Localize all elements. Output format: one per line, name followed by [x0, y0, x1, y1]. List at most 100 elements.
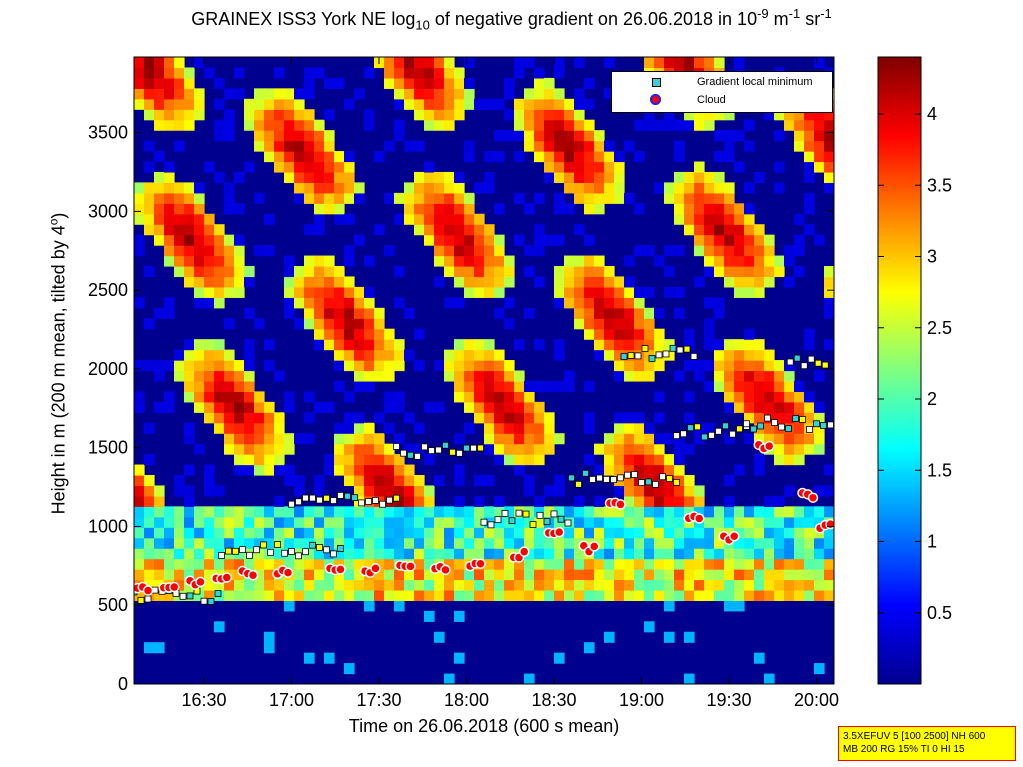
heatmap-cell	[824, 527, 834, 539]
heatmap-cell	[714, 558, 725, 570]
heatmap-cell	[584, 328, 595, 340]
heatmap-cell	[784, 589, 795, 601]
heatmap-cell	[334, 527, 345, 539]
heatmap-cell	[394, 67, 405, 79]
heatmap-cell	[784, 527, 795, 539]
heatmap-cell	[554, 286, 565, 298]
heatmap-cell	[604, 276, 615, 288]
heatmap-cell	[424, 171, 435, 183]
heatmap-cell	[424, 516, 435, 528]
heatmap-cell	[254, 412, 265, 424]
heatmap-cell	[584, 119, 595, 131]
heatmap-cell	[554, 579, 565, 591]
heatmap-cell	[224, 109, 235, 121]
heatmap-cell	[274, 422, 285, 434]
heatmap-cell	[654, 589, 665, 601]
gradient-minimum-marker	[807, 355, 815, 363]
heatmap-cell	[814, 401, 825, 413]
heatmap-cell	[144, 454, 155, 466]
heatmap-cell	[764, 495, 775, 507]
heatmap-cell	[504, 412, 515, 424]
heatmap-cell	[414, 506, 425, 518]
heatmap-cell	[364, 454, 375, 466]
heatmap-cell	[154, 88, 165, 100]
heatmap-cell	[274, 130, 285, 142]
heatmap-cell	[524, 245, 535, 257]
heatmap-cell	[214, 224, 225, 236]
gradient-minimum-marker	[617, 474, 624, 482]
heatmap-cell	[584, 589, 595, 601]
heatmap-cell	[194, 234, 205, 246]
heatmap-cell	[354, 286, 365, 298]
heatmap-cell	[284, 130, 295, 142]
heatmap-cell	[184, 213, 195, 225]
heatmap-cell	[314, 328, 325, 340]
heatmap-cell	[534, 589, 545, 601]
heatmap-cell	[764, 516, 775, 528]
heatmap-cell	[754, 234, 765, 246]
heatmap-cell	[654, 558, 665, 570]
heatmap-cell	[354, 182, 365, 194]
heatmap-cell	[414, 67, 425, 79]
heatmap-cell	[694, 276, 705, 288]
heatmap-cell	[614, 454, 625, 466]
heatmap-cell	[434, 475, 445, 487]
heatmap-cell	[524, 579, 535, 591]
heatmap-cell	[284, 88, 295, 100]
gradient-minimum-marker	[428, 447, 435, 455]
heatmap-cell	[754, 370, 765, 382]
heatmap-cell	[384, 464, 395, 476]
heatmap-cell	[524, 558, 535, 570]
heatmap-cell	[284, 475, 295, 487]
heatmap-cell	[774, 495, 785, 507]
heatmap-cell	[244, 579, 255, 591]
heatmap-cell	[334, 422, 345, 434]
heatmap-cell	[554, 109, 565, 121]
heatmap-cell	[524, 516, 535, 528]
heatmap-cell	[804, 391, 815, 403]
heatmap-cell	[164, 548, 175, 560]
heatmap-cell	[224, 266, 235, 278]
heatmap-cell	[134, 464, 145, 476]
heatmap-cell	[414, 360, 425, 372]
heatmap-cell	[434, 516, 445, 528]
heatmap-cell	[564, 182, 575, 194]
heatmap-cell	[334, 506, 345, 518]
heatmap-cell	[264, 151, 275, 163]
gradient-minimum-marker	[701, 433, 708, 441]
heatmap-cell	[154, 213, 165, 225]
heatmap-cell	[204, 380, 215, 392]
heatmap-cell	[384, 527, 395, 539]
heatmap-cell	[464, 370, 475, 382]
heatmap-cell	[214, 506, 225, 518]
heatmap-cell	[744, 286, 755, 298]
heatmap-cell	[224, 443, 235, 455]
heatmap-cell	[464, 245, 475, 257]
heatmap-cell	[514, 151, 525, 163]
heatmap-cell	[674, 579, 685, 591]
heatmap-cell	[454, 537, 465, 549]
heatmap-cell	[814, 537, 825, 549]
heatmap-cell	[644, 464, 655, 476]
heatmap-cell	[254, 88, 265, 100]
gradient-minimum-marker	[260, 541, 267, 549]
heatmap-cell	[804, 109, 815, 121]
heatmap-cell	[324, 328, 335, 340]
heatmap-cell	[814, 663, 825, 675]
cloud-marker	[807, 492, 819, 503]
heatmap-cell	[484, 422, 495, 434]
cloud-marker	[729, 531, 740, 542]
heatmap-cell	[264, 109, 275, 121]
heatmap-cell	[564, 255, 575, 267]
heatmap-cell	[164, 213, 175, 225]
heatmap-cell	[714, 245, 725, 257]
colorbar-tick-label: 2.5	[927, 318, 952, 338]
heatmap-cell	[704, 245, 715, 257]
heatmap-cell	[794, 234, 805, 246]
heatmap-cell	[674, 569, 685, 581]
heatmap-cell	[394, 485, 405, 497]
heatmap-cell	[304, 516, 315, 528]
heatmap-cell	[644, 286, 655, 298]
heatmap-cell	[184, 495, 195, 507]
heatmap-cell	[544, 98, 555, 110]
